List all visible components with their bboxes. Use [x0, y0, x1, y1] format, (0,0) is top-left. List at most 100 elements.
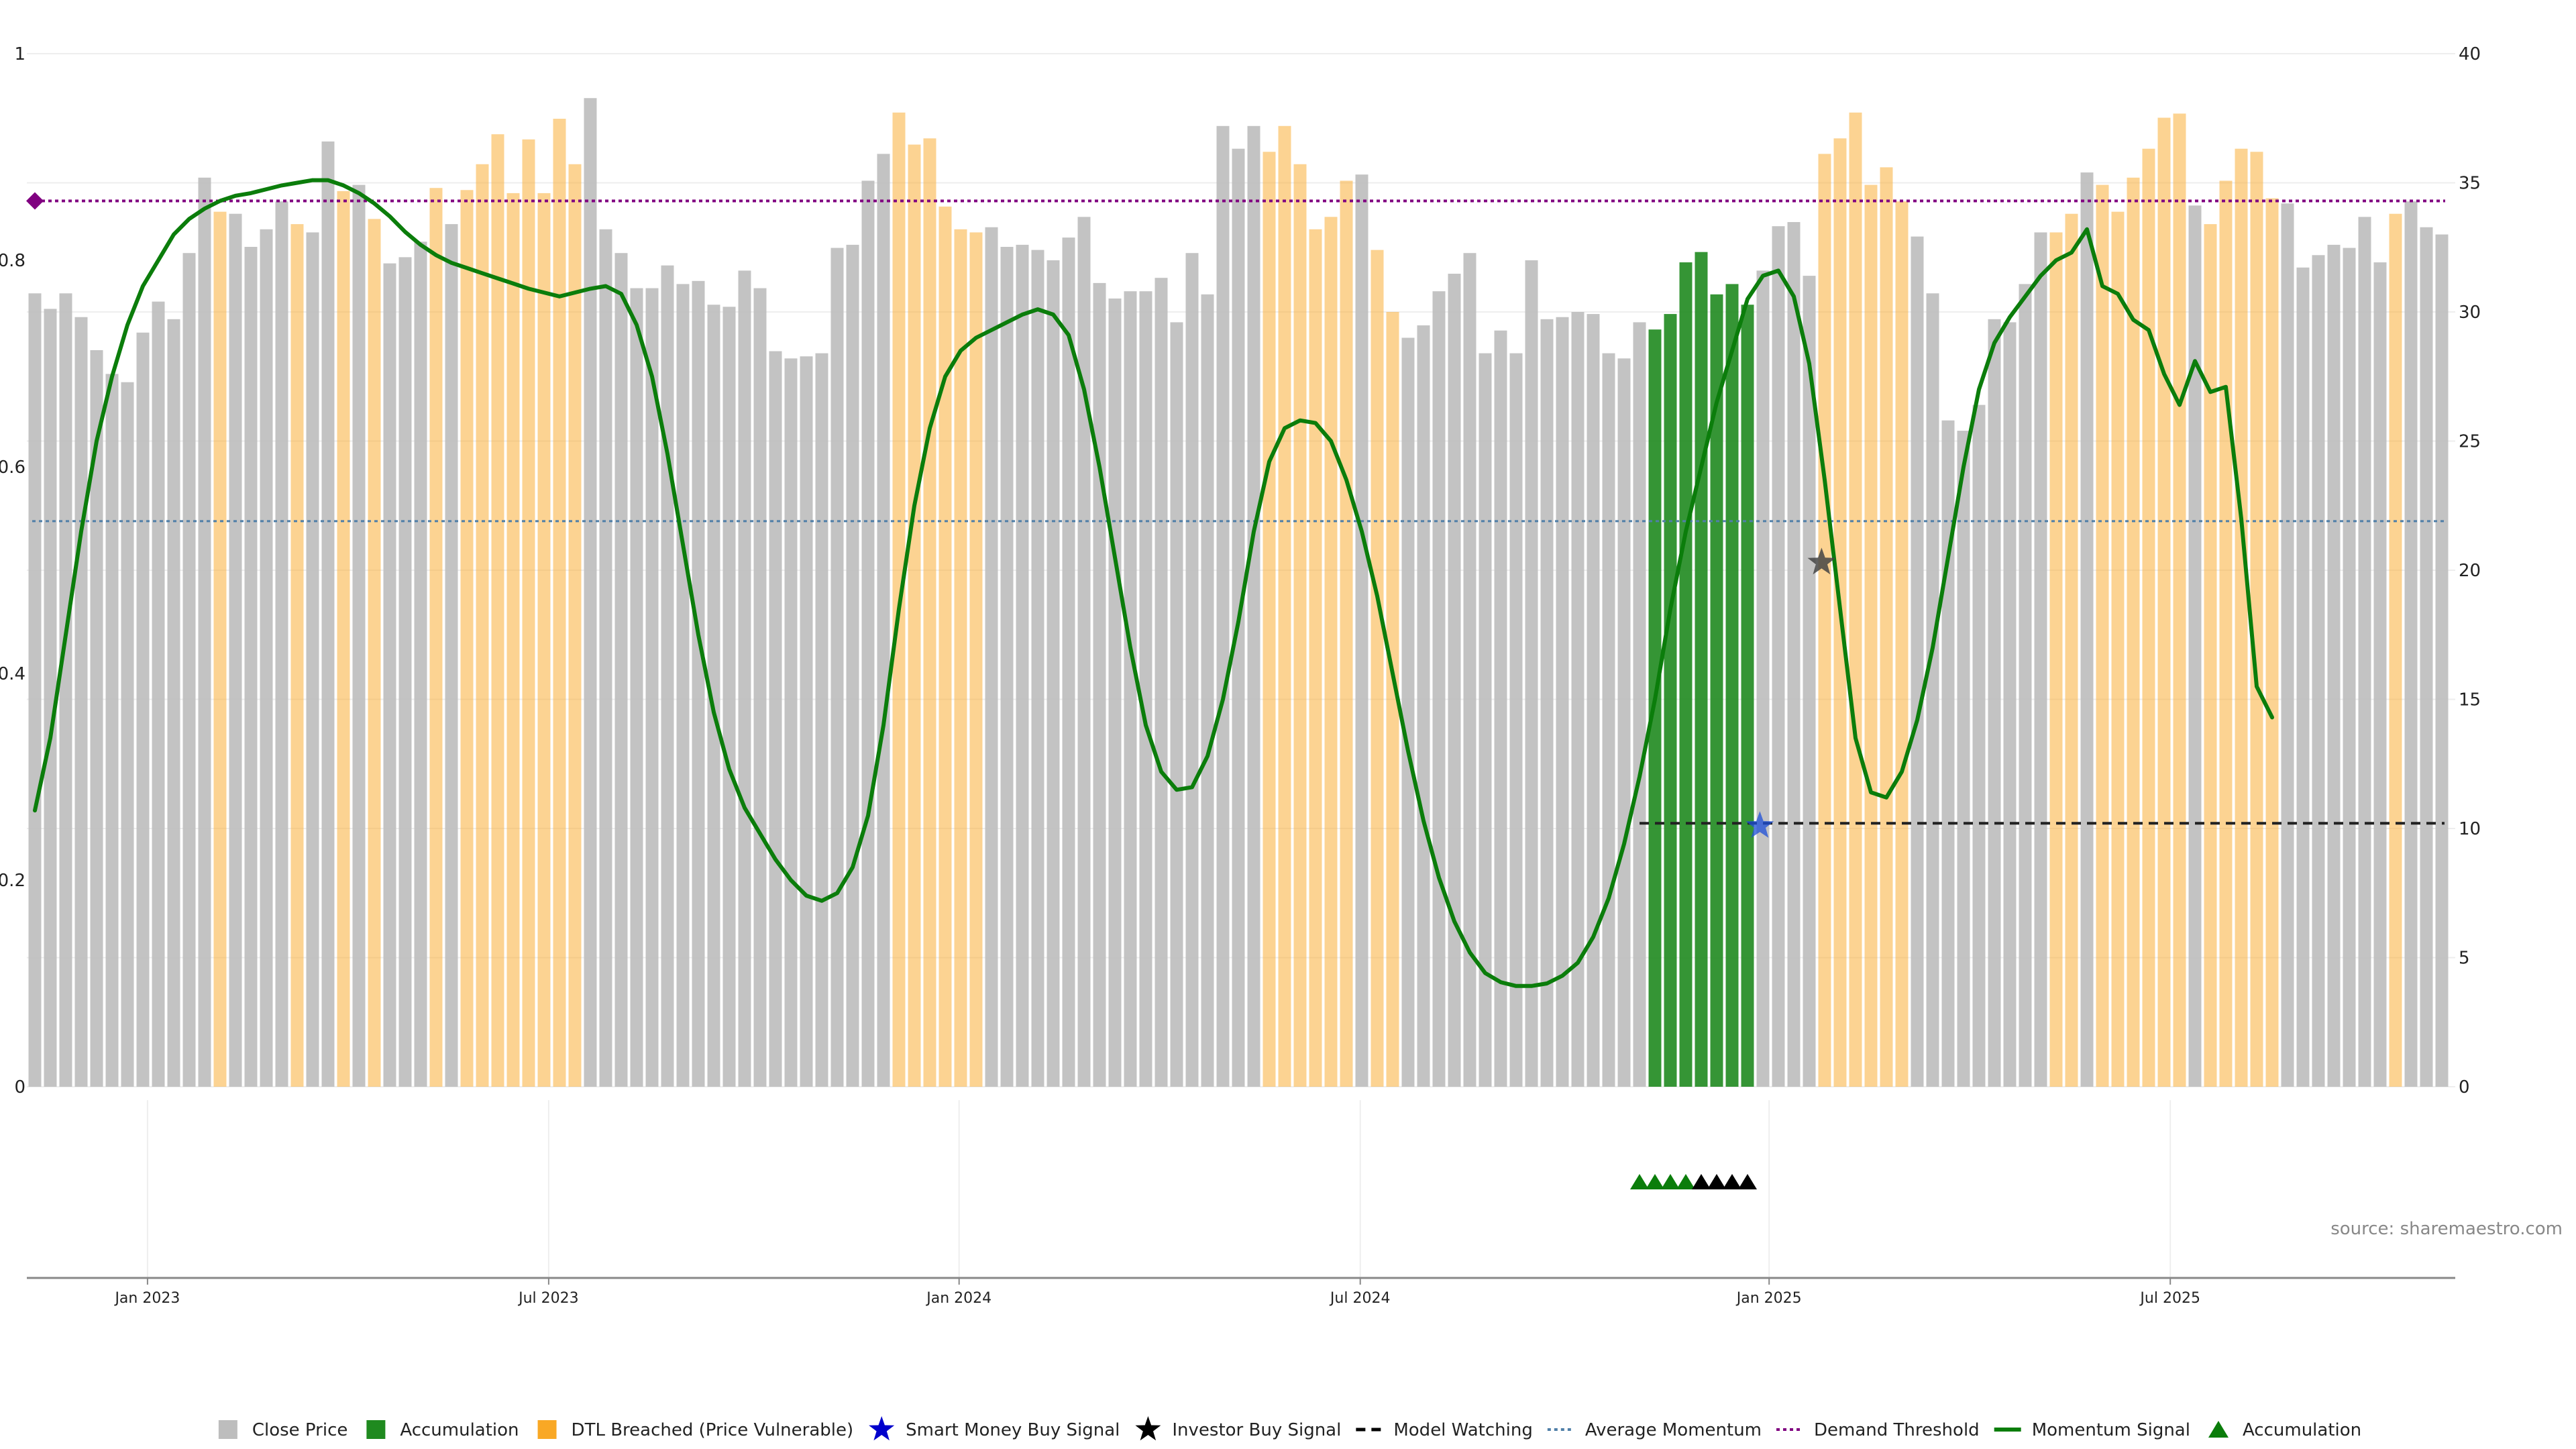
price-bar	[1710, 294, 1723, 1087]
price-bar	[985, 227, 998, 1087]
watching-triangle	[1723, 1174, 1741, 1189]
price-bar	[2343, 248, 2356, 1087]
source-label: source: sharemaestro.com	[2330, 1219, 2563, 1239]
price-bar	[1479, 353, 1492, 1087]
x-axis-tick-label: Jan 2023	[113, 1290, 180, 1307]
price-bar	[1108, 298, 1122, 1087]
watching-triangle	[1707, 1174, 1726, 1189]
price-bar	[121, 382, 134, 1087]
price-bar	[2312, 255, 2325, 1087]
watching-triangle	[1692, 1174, 1711, 1189]
left-axis-tick: 0.4	[0, 664, 25, 684]
price-bar	[2127, 177, 2140, 1087]
price-bar	[784, 358, 798, 1087]
price-bar	[861, 180, 875, 1087]
price-bar	[1448, 274, 1461, 1087]
price-bar	[1278, 125, 1291, 1087]
price-bar	[476, 164, 489, 1087]
right-axis-tick: 20	[2459, 561, 2481, 581]
legend-item: Model Watching	[1356, 1420, 1533, 1440]
price-bar	[491, 134, 504, 1087]
price-bar	[1695, 252, 1708, 1087]
price-bar	[1077, 217, 1091, 1087]
price-bar	[522, 139, 535, 1087]
legend-label: Demand Threshold	[1814, 1420, 1980, 1440]
price-bar	[676, 284, 690, 1087]
price-bar	[1016, 244, 1029, 1087]
legend-square-icon	[366, 1420, 386, 1439]
price-bar	[352, 184, 366, 1087]
price-bar	[1540, 319, 1554, 1087]
price-bars	[28, 98, 2449, 1087]
price-bar	[1432, 291, 1446, 1087]
price-bar	[1293, 164, 1307, 1087]
price-bar	[1124, 291, 1137, 1087]
price-bar	[414, 241, 427, 1087]
price-bar	[1263, 152, 1276, 1087]
price-bar	[1664, 314, 1677, 1087]
right-axis-tick: 10	[2459, 819, 2481, 839]
legend-label: Investor Buy Signal	[1172, 1420, 1341, 1440]
price-bar	[830, 248, 844, 1087]
price-bar	[74, 317, 88, 1087]
price-bar	[1926, 293, 1939, 1087]
accumulation-triangle	[1661, 1174, 1680, 1189]
legend-item: DTL Breached (Price Vulnerable)	[537, 1420, 854, 1440]
legend-item: Smart Money Buy Signal	[869, 1416, 1120, 1441]
price-bar	[59, 293, 72, 1087]
legend-star-icon	[1135, 1416, 1161, 1441]
price-bar	[152, 301, 165, 1087]
right-axis-tick: 0	[2459, 1077, 2470, 1097]
price-bar	[2358, 217, 2371, 1087]
price-bar	[1324, 217, 1338, 1087]
legend-label: Average Momentum	[1585, 1420, 1762, 1440]
legend-label: Smart Money Buy Signal	[906, 1420, 1120, 1440]
price-bar	[1309, 229, 1322, 1087]
accumulation-triangle	[1676, 1174, 1695, 1189]
price-bar	[398, 257, 412, 1087]
price-bar	[2281, 203, 2294, 1087]
price-bar	[1247, 125, 1260, 1087]
price-bar	[1741, 305, 1754, 1087]
price-bar	[599, 229, 612, 1087]
legend-label: DTL Breached (Price Vulnerable)	[572, 1420, 854, 1440]
legend-label: Momentum Signal	[2032, 1420, 2190, 1440]
x-axis-tick-label: Jan 2024	[925, 1290, 991, 1307]
price-bar	[167, 319, 180, 1087]
price-bar	[1355, 174, 1368, 1087]
price-bar	[908, 144, 921, 1087]
price-bar	[1633, 322, 1646, 1087]
price-bar	[707, 305, 720, 1087]
price-bar	[1046, 260, 1060, 1087]
price-bar	[1756, 270, 1770, 1087]
investor-buy-star	[1807, 547, 1836, 575]
right-axis-tick: 35	[2459, 174, 2481, 194]
price-bar	[2111, 211, 2125, 1087]
price-bar	[2142, 148, 2155, 1087]
price-bar	[1849, 112, 1862, 1087]
price-bar	[1401, 337, 1415, 1087]
watching-triangle	[1738, 1174, 1757, 1189]
price-bar	[692, 280, 705, 1087]
price-bar	[290, 224, 304, 1087]
price-bar	[1864, 184, 1878, 1087]
price-bar	[661, 265, 674, 1087]
price-bar	[1155, 278, 1168, 1087]
legend-item: Average Momentum	[1547, 1420, 1762, 1440]
left-axis-tick: 0.6	[0, 458, 25, 478]
price-bar	[445, 224, 458, 1087]
price-bar	[1494, 330, 1507, 1087]
legend-triangle-icon	[2208, 1421, 2229, 1438]
price-bar	[738, 270, 751, 1087]
price-bar	[2435, 234, 2449, 1087]
signal-markers	[1630, 547, 1836, 1189]
legend-item: Momentum Signal	[1994, 1420, 2190, 1440]
legend-star-icon	[869, 1416, 895, 1441]
price-bar	[2296, 267, 2310, 1087]
left-axis-tick: 0.8	[0, 251, 25, 271]
price-bar	[244, 246, 258, 1087]
price-bar	[1818, 154, 1831, 1087]
price-bar	[2019, 284, 2032, 1087]
right-axis-tick: 15	[2459, 690, 2481, 710]
